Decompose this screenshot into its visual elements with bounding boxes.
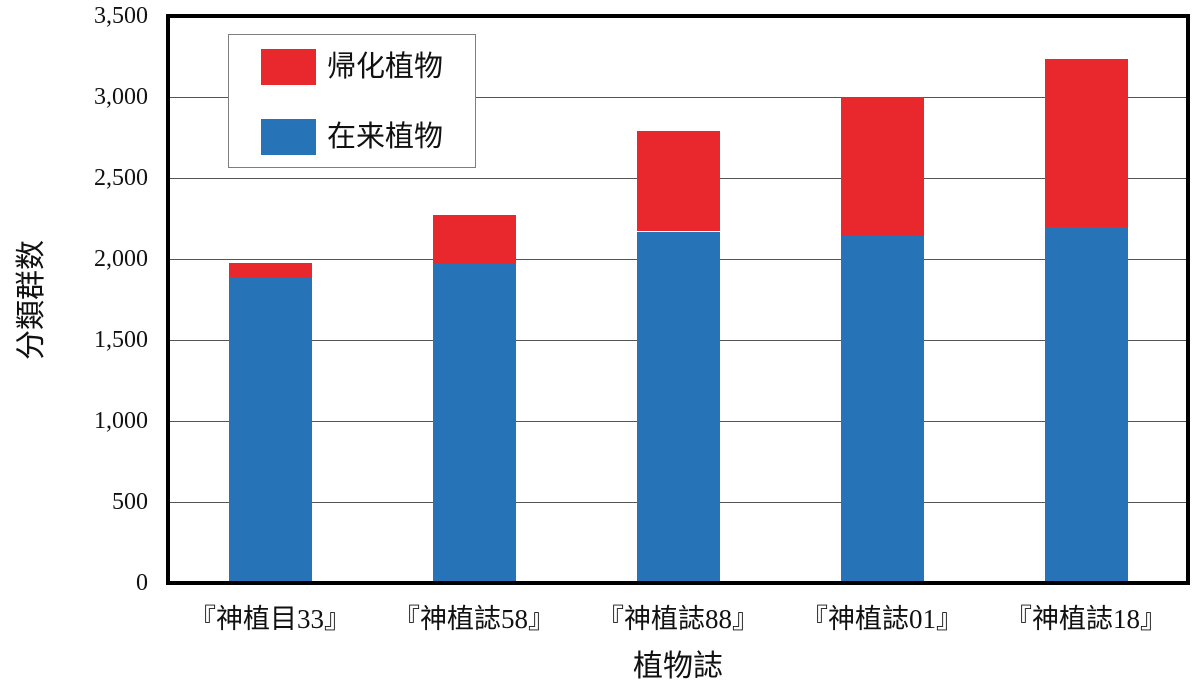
legend-swatch [261, 119, 316, 155]
bar-segment [636, 131, 720, 232]
legend-label: 帰化植物 [327, 51, 444, 83]
category-label: 『神植誌01』 [801, 604, 963, 634]
legend-row: 帰化植物 [261, 49, 443, 85]
category-label: 『神植目33』 [189, 604, 351, 634]
bar-segment [228, 276, 312, 583]
bar-segment [432, 263, 516, 583]
bar-segment [1044, 226, 1128, 583]
legend-row: 在来植物 [261, 119, 443, 155]
legend: 帰化植物 在来植物 [228, 34, 476, 168]
y-tick-label: 3,000 [94, 84, 148, 110]
bar-segment [432, 215, 516, 264]
y-tick-label: 2,500 [94, 165, 148, 191]
y-tick-label: 1,500 [94, 327, 148, 353]
category-label: 『神植誌58』 [393, 604, 555, 634]
y-tick-label: 3,500 [94, 3, 148, 29]
category-label: 『神植誌88』 [597, 604, 759, 634]
bar-segment [228, 263, 312, 277]
bar-segment [840, 235, 924, 583]
y-tick-label: 500 [112, 489, 148, 515]
y-tick-label: 1,000 [94, 408, 148, 434]
y-tick-label: 0 [136, 570, 148, 596]
legend-label: 在来植物 [327, 121, 444, 153]
gridline [170, 97, 1186, 98]
bar-segment [1044, 58, 1128, 227]
y-tick-label: 2,000 [94, 246, 148, 272]
x-axis-title: 植物誌 [633, 650, 723, 683]
bar-segment [636, 231, 720, 583]
bar-segment [840, 97, 924, 236]
legend-swatch [261, 49, 316, 85]
category-label: 『神植誌18』 [1005, 604, 1167, 634]
